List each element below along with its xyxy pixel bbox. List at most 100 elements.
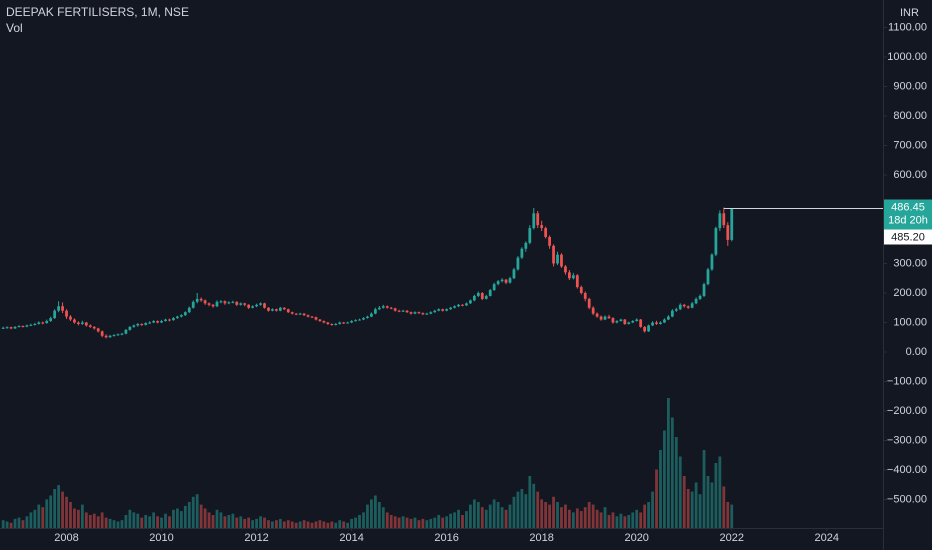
volume-bar bbox=[195, 494, 199, 528]
volume-bar bbox=[528, 476, 532, 528]
candle-body bbox=[57, 306, 60, 311]
volume-bar bbox=[88, 515, 92, 528]
candle-body bbox=[322, 321, 326, 323]
volume-bar bbox=[247, 517, 251, 528]
candle-body bbox=[623, 319, 627, 324]
candle-body bbox=[314, 317, 318, 320]
candle-body bbox=[718, 213, 722, 229]
candle-body bbox=[714, 228, 718, 255]
volume-bar bbox=[385, 512, 389, 528]
volume-bar bbox=[536, 491, 540, 528]
volume-bar bbox=[53, 489, 57, 528]
volume-bar bbox=[413, 517, 417, 528]
volume-bar bbox=[41, 507, 45, 528]
volume-bar bbox=[627, 515, 631, 528]
volume-bar bbox=[239, 516, 243, 528]
volume-bar bbox=[346, 522, 350, 528]
volume-bar bbox=[437, 515, 441, 528]
volume-bar bbox=[651, 491, 654, 528]
volume-bar bbox=[405, 517, 409, 528]
volume-bar bbox=[13, 518, 17, 528]
candle-body bbox=[199, 298, 203, 301]
candle-body bbox=[108, 335, 112, 338]
candle-body bbox=[124, 329, 128, 334]
volume-bar bbox=[457, 509, 460, 528]
candle-body bbox=[100, 331, 104, 336]
candle-body bbox=[528, 228, 532, 243]
volume-bar bbox=[168, 516, 171, 528]
volume-bar bbox=[358, 515, 361, 528]
candle-body bbox=[306, 315, 310, 317]
volume-bar bbox=[235, 517, 239, 528]
candle-body bbox=[41, 322, 45, 324]
candle-body bbox=[370, 313, 373, 317]
volume-bar bbox=[148, 516, 152, 528]
candle-body bbox=[532, 213, 536, 229]
volume-bar bbox=[682, 476, 686, 528]
candle-body bbox=[397, 310, 401, 312]
candle-body bbox=[203, 300, 207, 304]
volume-bar bbox=[611, 512, 615, 528]
candle-body bbox=[492, 284, 496, 291]
volume-bar bbox=[603, 507, 607, 528]
volume-bar bbox=[655, 469, 658, 528]
y-tick-label: 1000.00 bbox=[887, 51, 927, 63]
volume-bar bbox=[215, 509, 219, 528]
candle-body bbox=[282, 307, 286, 310]
volume-bar bbox=[136, 513, 140, 528]
candle-body bbox=[670, 310, 674, 317]
candle-body bbox=[726, 225, 730, 240]
candle-body bbox=[651, 322, 654, 326]
volume-bar bbox=[17, 517, 21, 528]
volume-bar bbox=[96, 516, 100, 528]
volume-bar bbox=[318, 520, 322, 528]
volume-bar bbox=[469, 504, 472, 528]
candle-body bbox=[627, 322, 631, 324]
candle-body bbox=[298, 313, 302, 315]
volume-bar bbox=[500, 507, 504, 528]
volume-bar bbox=[132, 512, 136, 528]
last-price-box bbox=[884, 199, 932, 230]
candle-body bbox=[80, 322, 84, 324]
candle-body bbox=[235, 301, 239, 305]
candle-body bbox=[144, 323, 148, 325]
volume-bar bbox=[179, 511, 183, 528]
candle-body bbox=[639, 319, 643, 327]
volume-bar bbox=[219, 512, 223, 528]
candle-body bbox=[136, 323, 140, 326]
volume-bar bbox=[643, 504, 647, 528]
candle-body bbox=[219, 301, 223, 303]
candle-body bbox=[385, 306, 389, 308]
candle-body bbox=[409, 312, 413, 314]
volume-bar bbox=[552, 496, 555, 528]
candle-body bbox=[148, 322, 152, 324]
volume-bar bbox=[37, 504, 41, 528]
candle-body bbox=[437, 309, 441, 311]
candle-body bbox=[263, 303, 266, 308]
candle-body bbox=[425, 313, 429, 315]
volume-bar bbox=[370, 499, 373, 528]
volume-bar bbox=[373, 495, 377, 528]
volume-bar bbox=[615, 516, 619, 528]
volume-bar bbox=[599, 512, 603, 528]
candle-body bbox=[223, 301, 227, 304]
candle-body bbox=[334, 323, 338, 325]
volume-bar bbox=[278, 518, 282, 528]
volume-bar bbox=[730, 504, 734, 528]
volume-bar bbox=[211, 515, 215, 528]
volume-bar bbox=[326, 522, 330, 528]
candle-body bbox=[575, 275, 579, 288]
volume-bar bbox=[674, 437, 678, 528]
candle-body bbox=[682, 304, 686, 307]
x-tick-label: 2020 bbox=[624, 532, 648, 544]
volume-bar bbox=[659, 450, 662, 528]
volume-bar bbox=[714, 463, 718, 528]
candle-body bbox=[172, 318, 175, 321]
volume-bar bbox=[5, 521, 9, 528]
volume-bar bbox=[726, 502, 730, 528]
candle-body bbox=[13, 326, 17, 329]
volume-bar bbox=[571, 512, 575, 528]
candle-body bbox=[140, 323, 144, 325]
candle-body bbox=[164, 319, 167, 322]
candle-body bbox=[690, 303, 694, 308]
